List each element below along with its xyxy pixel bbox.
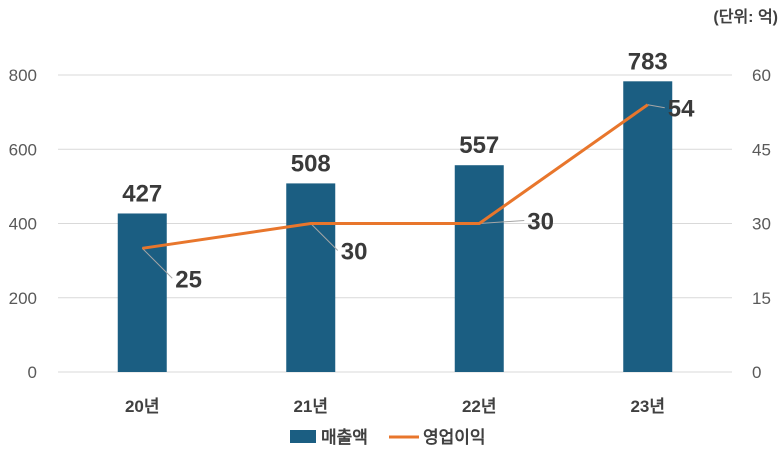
left-tick-label: 0 bbox=[28, 363, 37, 382]
line-value-label: 25 bbox=[175, 266, 202, 293]
line-data-labels: 25 30 30 54 bbox=[175, 96, 695, 294]
left-tick-label: 400 bbox=[9, 215, 37, 234]
line-value-label: 30 bbox=[341, 239, 368, 266]
leader-line bbox=[141, 247, 173, 279]
operating-profit-line bbox=[142, 103, 649, 250]
bar-value-label: 427 bbox=[122, 180, 162, 207]
revenue-bars bbox=[117, 81, 673, 372]
legend-bar-label: 매출액 bbox=[321, 428, 368, 447]
leader-line bbox=[647, 104, 665, 109]
right-tick-label: 45 bbox=[752, 140, 771, 159]
bar-value-label: 508 bbox=[291, 150, 331, 177]
leader-lines bbox=[141, 104, 665, 279]
right-tick-label: 15 bbox=[752, 289, 771, 308]
x-category-label: 23년 bbox=[630, 397, 665, 416]
left-tick-label: 600 bbox=[9, 140, 37, 159]
legend: 매출액 영업이익 bbox=[290, 428, 486, 447]
x-category-label: 21년 bbox=[293, 397, 328, 416]
line-value-label: 30 bbox=[527, 209, 554, 236]
right-tick-label: 0 bbox=[752, 363, 761, 382]
bar-data-labels: 427 508 557 783 bbox=[122, 48, 668, 207]
left-tick-label: 200 bbox=[9, 289, 37, 308]
revenue-bar bbox=[454, 165, 504, 372]
bar-value-label: 557 bbox=[459, 132, 499, 159]
right-tick-label: 30 bbox=[752, 215, 771, 234]
revenue-bar bbox=[117, 213, 167, 372]
bar-value-label: 783 bbox=[628, 48, 668, 75]
leader-line bbox=[310, 223, 339, 251]
right-axis-ticks: 0 15 30 45 60 bbox=[752, 66, 771, 382]
x-category-label: 22년 bbox=[462, 397, 497, 416]
leader-line bbox=[479, 220, 525, 224]
left-axis-ticks: 0 200 400 600 800 bbox=[9, 66, 37, 382]
unit-label: (단위: 억) bbox=[713, 7, 778, 26]
legend-line-label: 영업이익 bbox=[423, 428, 486, 447]
revenue-bar bbox=[623, 81, 673, 372]
left-tick-label: 800 bbox=[9, 66, 37, 85]
x-category-label: 20년 bbox=[125, 397, 160, 416]
revenue-bar bbox=[286, 183, 336, 372]
right-tick-label: 60 bbox=[752, 66, 771, 85]
line-value-label: 54 bbox=[668, 96, 695, 123]
legend-bar-swatch bbox=[290, 430, 316, 443]
x-axis-categories: 20년 21년 22년 23년 bbox=[125, 397, 665, 416]
